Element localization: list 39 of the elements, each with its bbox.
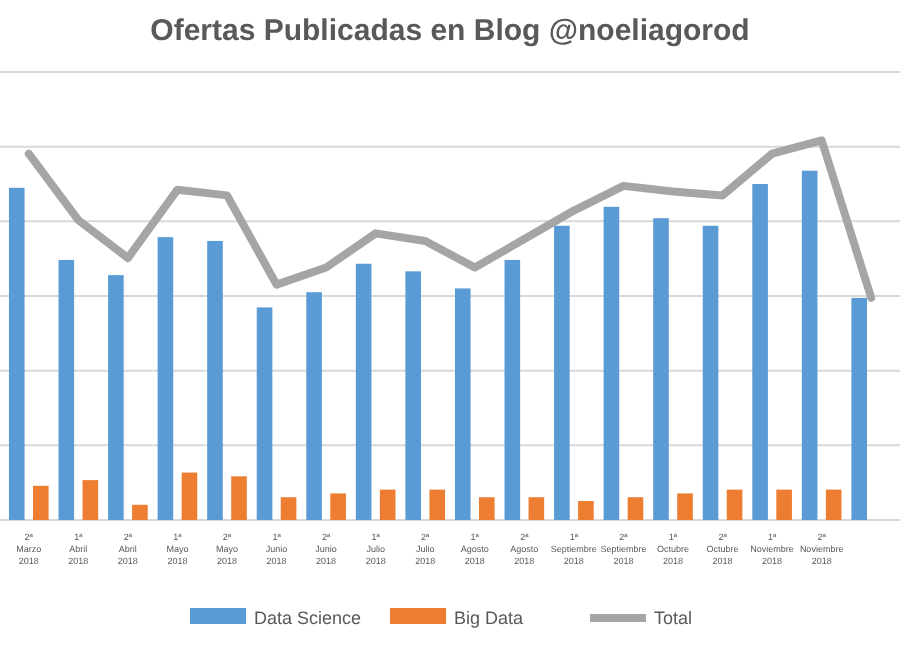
bar — [256, 307, 273, 520]
bar — [355, 263, 372, 520]
bar — [851, 297, 868, 520]
bar — [207, 240, 223, 520]
bar — [752, 184, 768, 520]
bar — [231, 476, 247, 520]
bar — [528, 497, 545, 520]
legend-label: Total — [654, 608, 693, 628]
bar — [58, 259, 75, 520]
bar — [82, 480, 99, 520]
chart-title: Ofertas Publicadas en Blog @noeliagorod — [150, 14, 750, 48]
bar — [825, 489, 842, 520]
bar — [280, 497, 297, 520]
bar — [429, 489, 446, 520]
bar — [776, 489, 792, 520]
bar — [478, 497, 495, 520]
bar — [504, 259, 521, 520]
bar — [578, 501, 594, 520]
bar — [702, 225, 719, 520]
bar — [405, 271, 422, 520]
legend-label: Big Data — [454, 608, 524, 628]
bar — [330, 493, 346, 520]
bar — [627, 497, 644, 520]
bar — [8, 187, 25, 520]
bar — [603, 206, 620, 520]
bar — [653, 218, 669, 520]
bar — [554, 225, 570, 520]
bar — [132, 504, 148, 520]
legend-label: Data Science — [254, 608, 362, 628]
bar — [306, 292, 322, 520]
bar — [181, 472, 198, 520]
bar — [32, 485, 49, 520]
bar — [157, 237, 174, 520]
bar — [454, 288, 471, 520]
bar — [726, 489, 743, 520]
bar — [677, 493, 693, 520]
bar — [801, 170, 818, 520]
bar — [108, 275, 124, 520]
bar — [379, 489, 396, 520]
